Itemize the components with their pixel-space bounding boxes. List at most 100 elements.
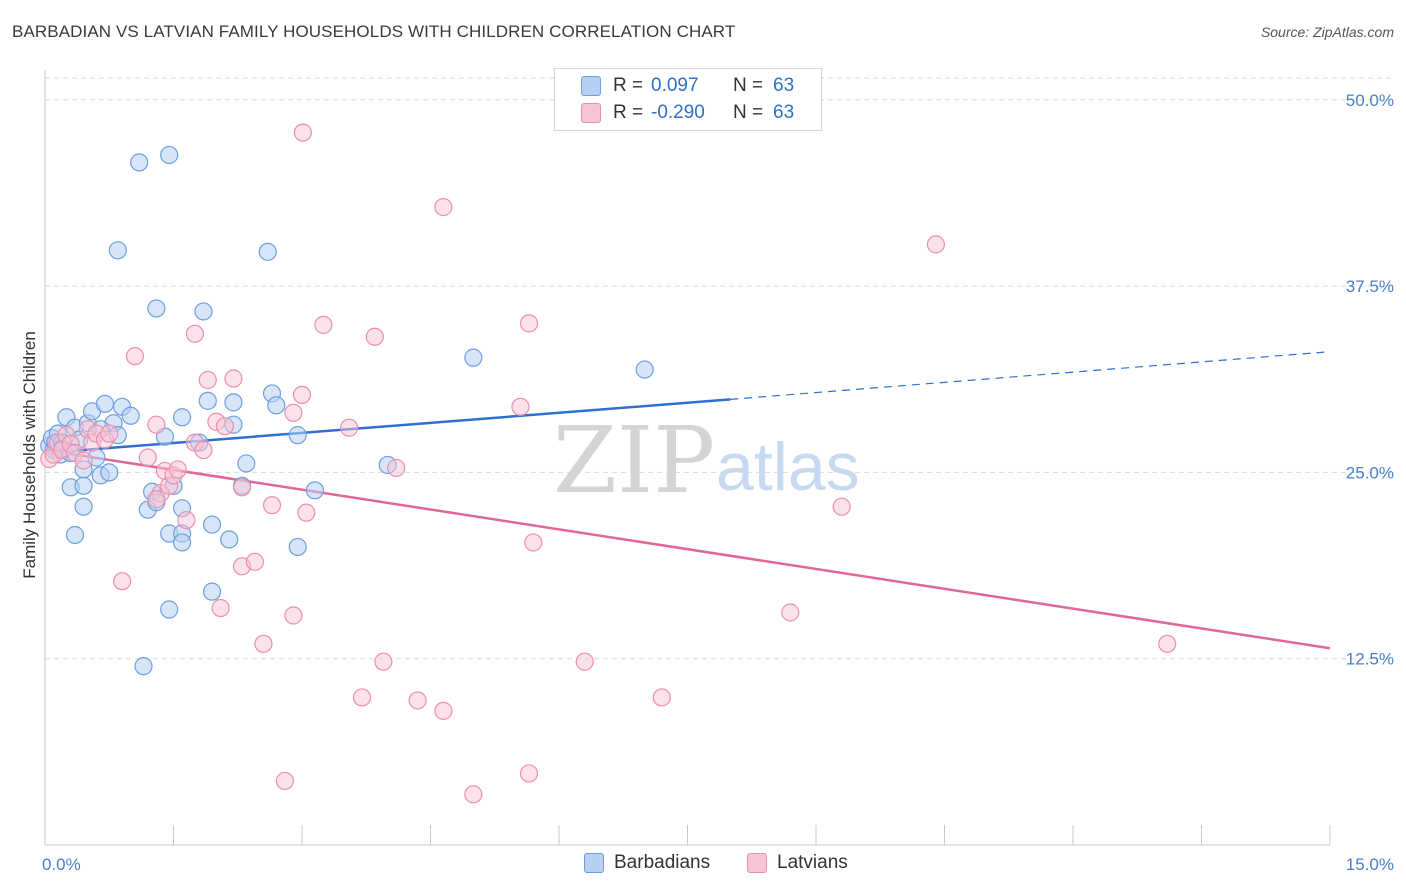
latvians-point — [1158, 634, 1177, 653]
barbadians-point — [305, 481, 324, 500]
barbadians-point — [121, 406, 140, 425]
latvians-point — [125, 347, 145, 366]
y-tick-label: 25.0% — [1346, 463, 1394, 482]
latvians-point — [138, 448, 157, 467]
latvians-point — [926, 235, 946, 254]
latvians-point — [352, 688, 372, 707]
barbadians-point — [224, 393, 243, 412]
y-tick-label: 12.5% — [1346, 650, 1394, 669]
latvians-point — [434, 198, 453, 217]
x-tick-label: 15.0% — [1346, 855, 1394, 874]
latvians-point — [245, 552, 264, 571]
barbadians-swatch — [581, 76, 601, 96]
barbadians-point — [172, 533, 192, 552]
trend-lines — [44, 351, 1331, 650]
barbadians-point — [130, 153, 149, 172]
barbadians-point — [202, 515, 222, 534]
latvians-point — [575, 652, 594, 671]
barbadians-point — [95, 394, 115, 413]
latvians-point — [519, 314, 539, 333]
barbadians-point — [464, 348, 483, 367]
chart-title: BARBADIAN VS LATVIAN FAMILY HOUSEHOLDS W… — [12, 22, 736, 41]
latvians-point — [254, 634, 273, 653]
latvians-point — [408, 691, 427, 710]
barbadians-point — [194, 302, 213, 321]
barbadians-point — [65, 525, 85, 545]
n-label: N = — [733, 102, 764, 123]
latvians-point — [194, 440, 213, 460]
barbadians-point — [172, 408, 192, 427]
latvians-point — [519, 764, 539, 783]
barbadians-point — [108, 241, 127, 260]
latvians-point — [168, 460, 187, 479]
barbadians-point — [288, 537, 307, 557]
r-label: R = — [613, 102, 644, 123]
r-value: -0.290 — [651, 102, 705, 123]
latvians-point — [177, 510, 196, 530]
latvians-point — [147, 415, 166, 434]
source-credit: Source: ZipAtlas.com — [1260, 24, 1394, 40]
watermark-zip: ZIP — [553, 407, 715, 514]
watermark-atlas: atlas — [716, 429, 860, 505]
latvians-point — [275, 771, 294, 791]
latvians-point — [74, 451, 93, 470]
barbadians-point — [160, 600, 179, 619]
legend-row-latvians: R = -0.290 N = 63 — [581, 101, 794, 125]
barbadians-trend-extension — [730, 351, 1331, 400]
y-tick-label: 50.0% — [1346, 91, 1394, 110]
legend-label-barbadians: Barbadians — [614, 852, 711, 873]
latvians-point — [112, 572, 132, 591]
n-label: N = — [733, 75, 764, 96]
tick-labels: 12.5% 25.0% 37.5% 50.0% 0.0% 15.0% — [42, 91, 1394, 874]
latvians-point — [314, 315, 333, 334]
latvians-trend-line — [44, 448, 1331, 650]
latvians-point — [198, 370, 217, 390]
latvians-point — [524, 533, 543, 552]
legend-item-latvians[interactable]: Latvians — [747, 852, 848, 874]
r-label: R = — [613, 75, 644, 96]
latvians-point — [185, 324, 205, 343]
latvians-point — [292, 385, 312, 405]
latvians-point — [284, 403, 303, 422]
latvians-point — [297, 503, 316, 522]
barbadians-point — [237, 454, 256, 473]
latvians-point — [284, 606, 303, 625]
barbadians-point — [635, 360, 654, 379]
latvians-point — [224, 369, 243, 388]
legend-item-barbadians[interactable]: Barbadians — [584, 852, 710, 874]
legend-label-latvians: Latvians — [777, 852, 848, 873]
latvians-point — [211, 598, 230, 618]
latvians-point — [232, 478, 252, 497]
watermark: ZIP atlas — [553, 407, 860, 514]
latvians-point — [387, 458, 406, 478]
latvians-swatch — [581, 103, 601, 123]
correlation-legend: R = 0.097 N = 63 R = -0.290 N = 63 — [554, 68, 822, 131]
barbadians-point — [202, 582, 222, 601]
barbadians-point — [267, 396, 286, 415]
barbadians-trend-line — [44, 398, 731, 455]
latvians-point — [147, 490, 166, 509]
latvians-point — [262, 496, 282, 515]
barbadians-point — [134, 657, 153, 676]
latvians-point — [100, 424, 119, 443]
latvians-point — [293, 123, 312, 142]
barbadians-point — [160, 145, 179, 165]
r-value: 0.097 — [651, 75, 699, 96]
barbadians-swatch — [584, 853, 604, 873]
latvians-point — [781, 603, 800, 622]
barbadians-point — [258, 242, 277, 261]
barbadians-point — [74, 476, 93, 495]
legend-row-barbadians: R = 0.097 N = 63 — [581, 74, 794, 98]
n-value: 63 — [773, 75, 795, 96]
latvians-point — [374, 652, 393, 671]
barbadians-point — [198, 391, 217, 410]
y-tick-label: 37.5% — [1346, 277, 1394, 296]
latvians-point — [340, 418, 359, 437]
x-tick-label: 0.0% — [42, 855, 81, 874]
barbadians-point — [74, 497, 93, 516]
n-value: 63 — [773, 102, 795, 123]
barbadians-point — [100, 463, 119, 482]
barbadians-point — [220, 530, 239, 549]
y-axis-label: Family Households with Children — [20, 331, 39, 579]
